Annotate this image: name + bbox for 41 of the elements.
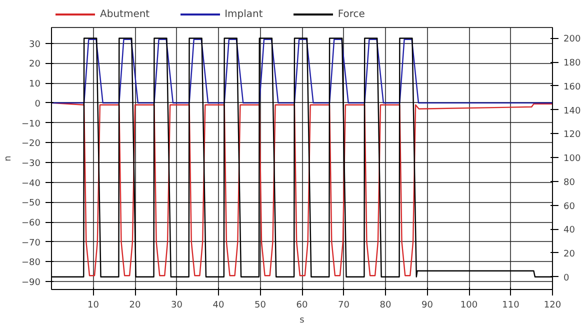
y-tick-label: −60 [22, 218, 41, 229]
y-tick-label: −20 [22, 139, 41, 150]
x-tick-label: 30 [171, 300, 183, 310]
y-tick-label: −90 [22, 278, 41, 288]
x-tick-label: 50 [254, 300, 266, 310]
y-tick-label: 10 [29, 80, 41, 90]
x-tick-label: 90 [422, 300, 434, 310]
x-tick-label: 120 [544, 300, 562, 310]
y-tick-label: −50 [22, 198, 41, 209]
y-tick-label: 0 [34, 99, 41, 110]
y2-tick-label: 0 [564, 273, 570, 284]
x-tick-label: 10 [88, 300, 100, 310]
y2-tick-label: 140 [564, 106, 581, 116]
x-tick-label: 60 [296, 300, 308, 310]
y-tick-label: −10 [22, 119, 41, 130]
x-tick-label: 40 [212, 300, 224, 310]
legend-label: Implant [224, 8, 263, 20]
x-tick-label: 110 [502, 300, 520, 310]
y2-tick-label: 80 [564, 178, 576, 188]
x-tick-label: 80 [380, 300, 392, 310]
y2-tick-label: 180 [564, 58, 581, 69]
y2-tick-label: 20 [564, 249, 576, 260]
y2-tick-label: 40 [564, 226, 576, 236]
y-axis-title: n [4, 156, 14, 162]
y2-tick-label: 60 [564, 202, 576, 212]
y-tick-label: 30 [29, 40, 41, 50]
y2-tick-label: 120 [564, 130, 581, 140]
x-tick-label: 100 [460, 300, 478, 310]
x-tick-label: 20 [129, 300, 141, 310]
y2-tick-label: 160 [564, 82, 581, 92]
x-axis-title: s [300, 316, 305, 326]
y-tick-label: −30 [22, 158, 41, 169]
y-tick-label: −80 [22, 258, 41, 268]
y2-tick-label: 200 [564, 34, 581, 45]
x-tick-label: 70 [338, 300, 350, 310]
y-tick-label: −70 [22, 238, 41, 248]
y2-tick-label: 100 [564, 154, 581, 164]
legend-label: Force [338, 8, 365, 20]
legend-label: Abutment [100, 8, 150, 20]
y-tick-label: 20 [29, 60, 41, 70]
y-tick-label: −40 [22, 178, 41, 189]
